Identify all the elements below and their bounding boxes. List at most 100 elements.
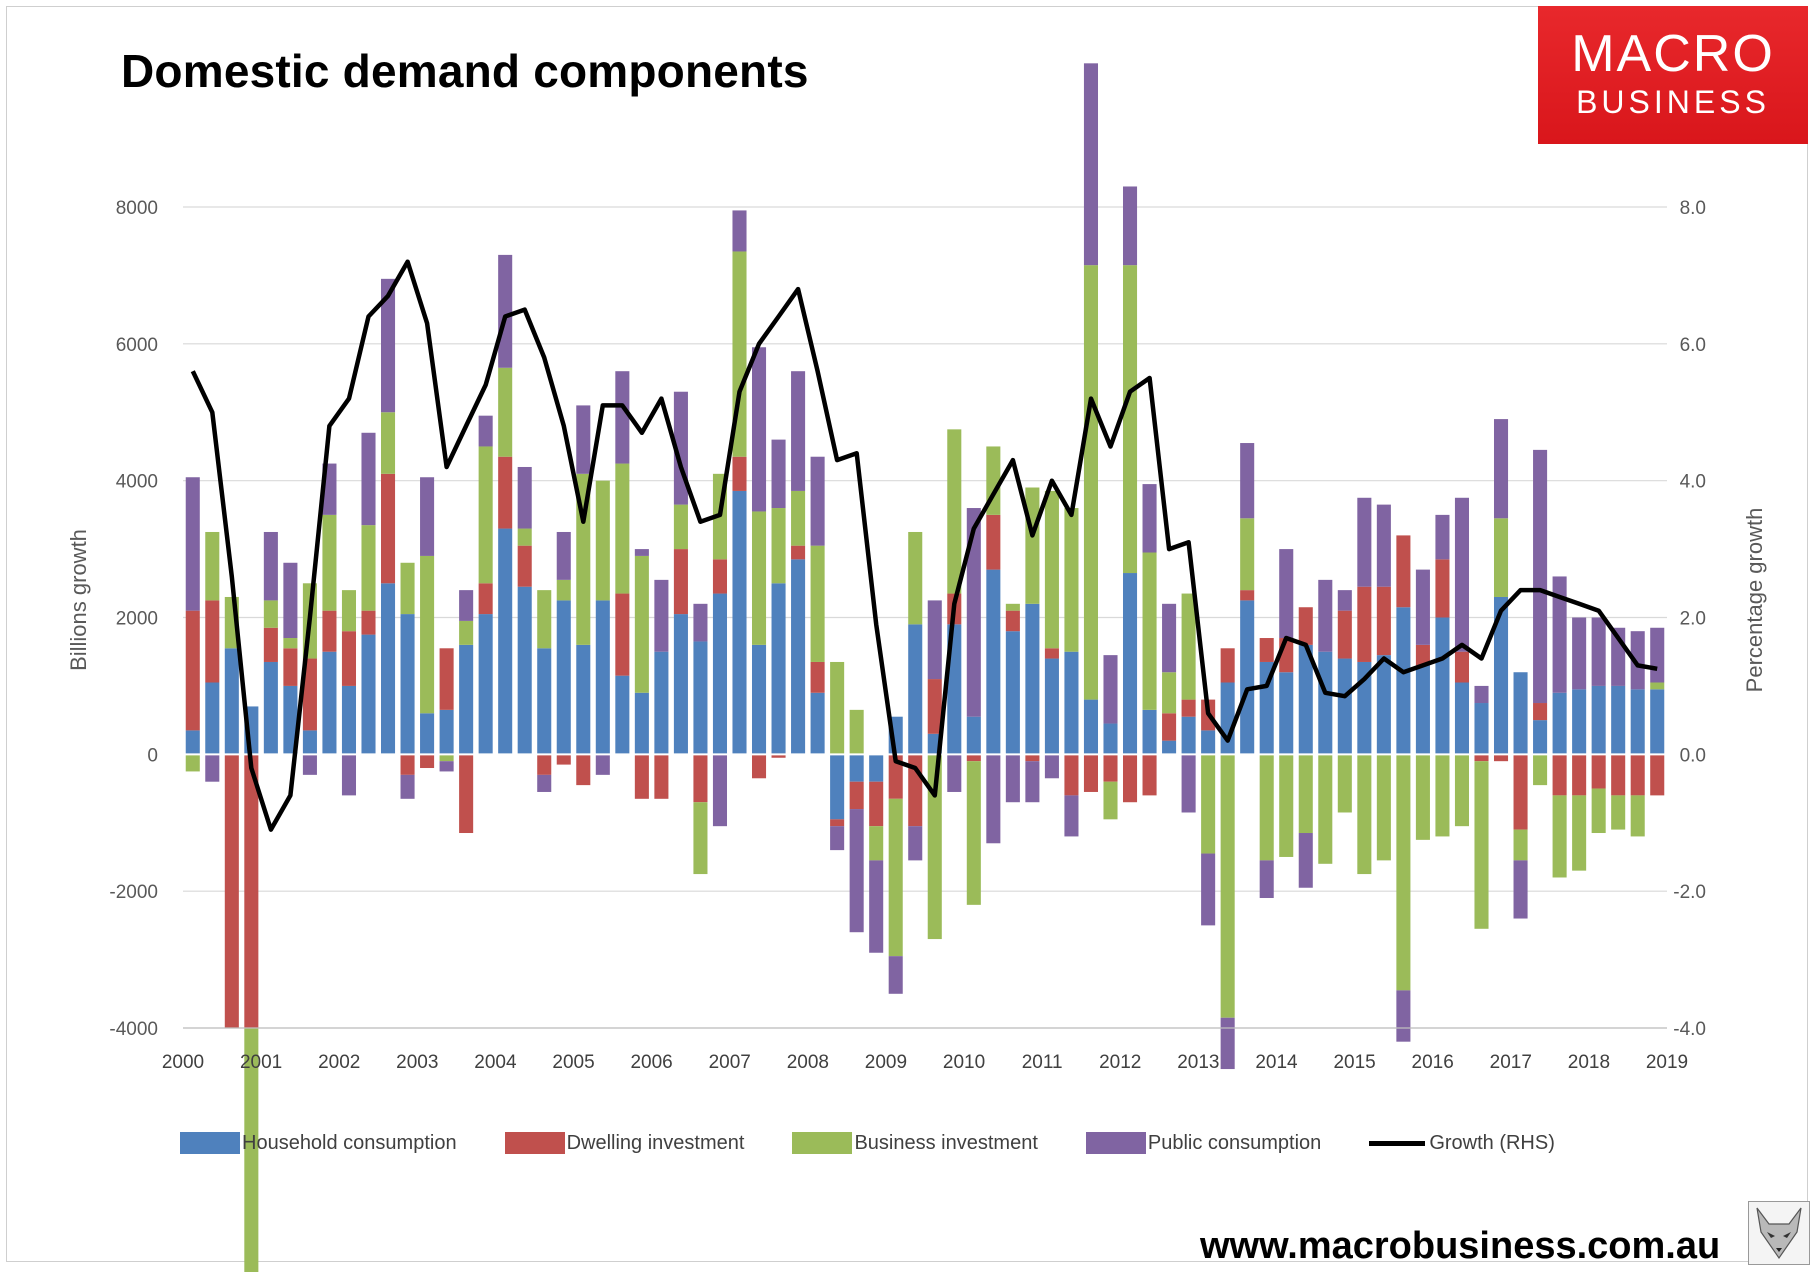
bar-dwelling xyxy=(1103,754,1118,782)
bar-business xyxy=(595,480,610,601)
bar-public xyxy=(498,254,513,368)
bar-public xyxy=(869,860,884,953)
bar-dwelling xyxy=(1533,703,1548,721)
bar-public xyxy=(537,774,552,792)
bar-household xyxy=(966,716,981,755)
x-tick-label: 2011 xyxy=(1022,1052,1063,1073)
bar-household xyxy=(693,641,708,755)
legend-swatch-business xyxy=(792,1132,853,1154)
bar-household xyxy=(322,651,337,755)
bar-business xyxy=(888,798,903,957)
bar-dwelling xyxy=(361,610,376,635)
bar-business xyxy=(1240,518,1255,591)
bar-household xyxy=(478,614,493,755)
bar-dwelling xyxy=(1513,754,1528,830)
bar-business xyxy=(283,638,298,649)
bar-dwelling xyxy=(810,661,825,693)
bar-business xyxy=(634,555,649,693)
bar-dwelling xyxy=(263,627,278,662)
bar-dwelling xyxy=(1083,754,1099,792)
bar-public xyxy=(400,774,415,799)
bar-household xyxy=(712,593,728,755)
bar-dwelling xyxy=(302,658,317,731)
x-tick-label: 2019 xyxy=(1646,1052,1688,1073)
bar-household xyxy=(1083,699,1099,755)
bar-household xyxy=(205,682,220,755)
bar-household xyxy=(1611,685,1626,755)
bar-household xyxy=(498,528,513,755)
bar-dwelling xyxy=(1415,644,1430,666)
bar-business xyxy=(966,761,981,905)
legend-item-public: Public consumption xyxy=(1085,1131,1322,1155)
legend: Household consumption Dwelling investmen… xyxy=(180,1126,1660,1160)
bar-dwelling xyxy=(1454,651,1470,683)
bar-business xyxy=(1025,487,1040,604)
bar-household xyxy=(1513,672,1528,755)
bar-business xyxy=(869,826,884,861)
y2-tick-label: 0.0 xyxy=(1680,745,1706,766)
bar-household xyxy=(1533,720,1548,755)
bar-public xyxy=(1513,860,1528,919)
legend-swatch-public xyxy=(1085,1132,1146,1154)
bar-household xyxy=(517,586,532,755)
x-tick-label: 2002 xyxy=(318,1052,360,1073)
bar-business xyxy=(1357,754,1372,875)
bar-public xyxy=(459,590,474,621)
bar-business xyxy=(1064,508,1079,652)
legend-label-public: Public consumption xyxy=(1147,1131,1322,1154)
bar-dwelling xyxy=(1376,586,1391,656)
bar-business xyxy=(1415,754,1430,840)
bar-public xyxy=(1142,484,1157,553)
bar-dwelling xyxy=(1337,610,1352,659)
bar-public xyxy=(1220,1017,1235,1070)
bar-household xyxy=(459,644,474,755)
x-tick-label: 2000 xyxy=(162,1052,204,1073)
bar-household xyxy=(751,644,767,755)
bar-dwelling xyxy=(1435,559,1450,618)
x-tick-label: 2006 xyxy=(630,1052,672,1073)
bar-household xyxy=(263,661,278,755)
y-tick-label: 0 xyxy=(147,745,158,766)
bar-dwelling xyxy=(1396,535,1411,608)
bar-dwelling xyxy=(1122,754,1138,803)
y-tick-label: 6000 xyxy=(116,335,158,356)
bar-public xyxy=(1181,754,1196,813)
x-tick-label: 2004 xyxy=(474,1052,517,1073)
y-tick-label: 8000 xyxy=(116,198,158,219)
bar-dwelling xyxy=(986,514,1001,570)
bar-household xyxy=(1493,596,1509,755)
bar-business xyxy=(498,367,513,457)
bar-household xyxy=(1240,600,1255,755)
bar-business xyxy=(830,661,845,755)
bar-business xyxy=(556,579,571,601)
bar-household xyxy=(908,624,923,755)
bar-business xyxy=(459,620,474,645)
bar-business xyxy=(791,490,806,546)
bar-dwelling xyxy=(400,754,415,775)
bar-business xyxy=(1533,754,1548,786)
bar-dwelling xyxy=(1005,610,1020,632)
bar-business xyxy=(205,531,220,601)
macrobusiness-logo: MACRO BUSINESS xyxy=(1538,6,1808,144)
bar-public xyxy=(1103,655,1118,724)
x-tick-label: 2016 xyxy=(1412,1052,1454,1073)
bar-business xyxy=(1298,754,1313,834)
bar-household xyxy=(1630,689,1645,755)
bar-business xyxy=(908,531,923,625)
bar-dwelling xyxy=(927,679,942,734)
bar-dwelling xyxy=(1162,713,1177,741)
bar-public xyxy=(1025,761,1040,803)
bar-business xyxy=(1376,754,1391,861)
bar-public xyxy=(1572,617,1587,690)
bar-household xyxy=(1454,682,1470,755)
bar-public xyxy=(1435,514,1450,560)
bar-household xyxy=(869,754,884,782)
bar-public xyxy=(1357,497,1372,587)
legend-label-dwelling: Dwelling investment xyxy=(566,1131,745,1154)
bar-business xyxy=(1493,518,1509,597)
bar-public xyxy=(830,826,845,851)
bar-business xyxy=(1122,265,1138,574)
bar-business xyxy=(244,1028,259,1272)
bar-public xyxy=(205,754,220,782)
bar-dwelling xyxy=(498,456,513,529)
